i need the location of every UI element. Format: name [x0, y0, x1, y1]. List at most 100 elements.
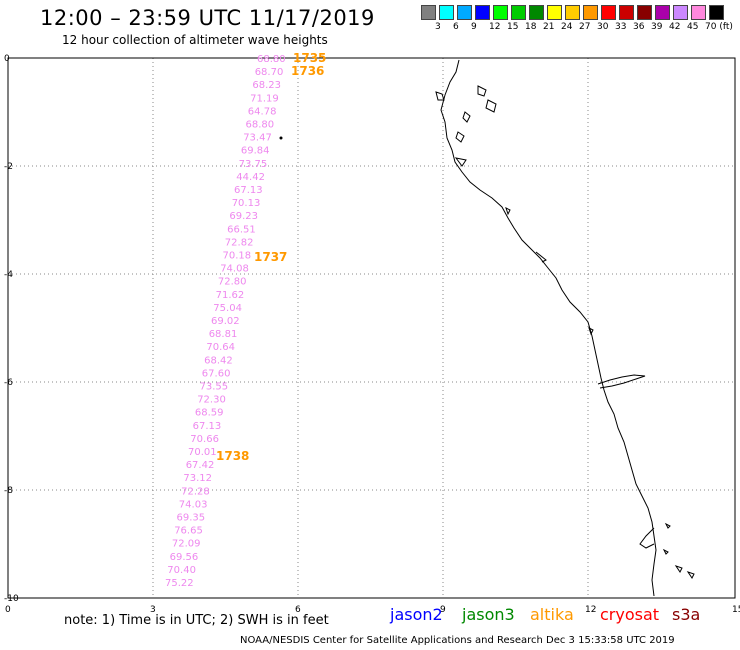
color-swatch — [493, 5, 508, 20]
color-scale-label: 27 — [579, 22, 591, 32]
y-tick-label: -10 — [4, 594, 19, 604]
wave-height-reading: 70.66 — [190, 434, 219, 445]
wave-height-reading: 68.70 — [255, 67, 284, 78]
satellite-legend-cryosat: cryosat — [600, 605, 660, 624]
island-south-4 — [686, 571, 695, 579]
wave-height-reading: 70.18 — [223, 251, 252, 262]
wave-height-reading: 68.23 — [252, 80, 281, 91]
map-subtitle: 12 hour collection of altimeter wave hei… — [62, 33, 328, 47]
color-scale-label: 33 — [615, 22, 627, 32]
color-scale-label: 21 — [543, 22, 555, 32]
color-scale-label: 15 — [507, 22, 519, 32]
color-scale-label: 18 — [525, 22, 537, 32]
wave-height-reading: 72.28 — [181, 486, 210, 497]
color-swatch — [565, 5, 580, 20]
color-swatch — [673, 5, 688, 20]
island-north-5 — [455, 131, 465, 143]
color-swatch — [511, 5, 526, 20]
wave-height-reading: 70.01 — [188, 447, 217, 458]
island-north-2 — [477, 85, 487, 97]
color-swatch — [655, 5, 670, 20]
color-swatch — [475, 5, 490, 20]
wave-height-reading: 73.75 — [239, 159, 268, 170]
color-scale-label: 45 — [687, 22, 699, 32]
wave-height-reading: 72.09 — [172, 539, 201, 550]
pass-time-label: 1738 — [216, 449, 249, 463]
wave-height-reading: 69.56 — [170, 552, 199, 563]
color-scale-label: 70 (ft) — [705, 22, 733, 32]
wave-height-reading: 69.23 — [229, 211, 258, 222]
wave-height-reading: 69.84 — [241, 146, 270, 157]
wave-height-reading: 74.03 — [179, 499, 208, 510]
wave-height-reading: 70.64 — [206, 342, 235, 353]
x-tick-label: 15 — [732, 605, 740, 615]
island-mid — [505, 207, 511, 216]
y-tick-label: -6 — [4, 378, 13, 388]
wave-height-reading: 72.82 — [225, 237, 254, 248]
map-grid — [8, 58, 735, 598]
x-tick-label: 0 — [5, 605, 11, 615]
color-scale-label: 36 — [633, 22, 645, 32]
color-scale-label: 3 — [435, 22, 441, 32]
wave-height-reading: 72.80 — [218, 277, 247, 288]
satellite-legend-s3a: s3a — [672, 605, 701, 624]
color-swatch — [691, 5, 706, 20]
map-frame — [7, 57, 736, 599]
color-swatch — [709, 5, 724, 20]
wave-height-reading: 74.08 — [220, 264, 249, 275]
wave-height-reading: 67.42 — [186, 460, 215, 471]
color-swatch — [619, 5, 634, 20]
wave-height-reading: 44.42 — [236, 172, 265, 183]
island-north-3 — [485, 99, 497, 113]
satellite-legend-jason3: jason3 — [462, 605, 515, 624]
color-scale-label: 42 — [669, 22, 681, 32]
wave-height-reading: 71.62 — [216, 290, 245, 301]
color-swatch — [637, 5, 652, 20]
wave-height-reading: 68.81 — [209, 329, 238, 340]
wave-height-reading: 73.55 — [200, 382, 229, 393]
color-scale-label: 24 — [561, 22, 573, 32]
color-scale-label: 39 — [651, 22, 663, 32]
color-scale-label: 9 — [471, 22, 477, 32]
coastline-main — [440, 59, 657, 597]
pass-time-label: 1737 — [254, 250, 287, 264]
y-tick-label: -2 — [4, 162, 13, 172]
pass-time-label: 1735 — [293, 51, 326, 65]
color-scale-label: 6 — [453, 22, 459, 32]
wave-height-reading: 68.80 — [246, 120, 275, 131]
color-scale-label: 12 — [489, 22, 501, 32]
coastline-south-inlet — [639, 527, 655, 549]
wave-height-reading: 75.04 — [213, 303, 242, 314]
wave-height-reading: 69.35 — [177, 513, 206, 524]
x-tick-label: 12 — [585, 605, 596, 615]
color-swatch — [601, 5, 616, 20]
satellite-legend-jason2: jason2 — [390, 605, 443, 624]
wave-height-reading: 66.51 — [227, 224, 256, 235]
wave-height-reading: 67.60 — [202, 368, 231, 379]
wave-height-reading: 76.65 — [174, 526, 203, 537]
wave-height-reading: 68.59 — [195, 408, 224, 419]
island-dot — [279, 136, 283, 140]
wave-height-reading: 73.12 — [183, 473, 212, 484]
island-south-1 — [664, 522, 671, 529]
wave-height-reading: 64.78 — [248, 106, 277, 117]
coastline — [435, 59, 695, 597]
x-tick-label: 9 — [440, 605, 446, 615]
island-north-6 — [454, 157, 467, 167]
wave-height-reading: 68.42 — [204, 355, 233, 366]
color-swatch — [457, 5, 472, 20]
wave-height-reading: 70.40 — [167, 565, 196, 576]
wave-height-reading: 67.13 — [193, 421, 222, 432]
color-swatch — [529, 5, 544, 20]
island-north-4 — [462, 111, 471, 123]
axis-ticks: 0 3 6 9 12 15 0 -2 -4 -6 -8 -10 — [4, 54, 740, 615]
footnote: note: 1) Time is in UTC; 2) SWH is in fe… — [64, 613, 329, 628]
island-east-1 — [588, 327, 594, 336]
island-south-3 — [674, 565, 683, 573]
x-tick-label: 3 — [150, 605, 156, 615]
y-tick-label: -8 — [4, 486, 13, 496]
wave-height-reading: 75.22 — [165, 578, 194, 589]
wave-height-readings: 68.80 68.70 68.23 71.19 64.78 68.80 73.47 69.84… — [165, 54, 286, 589]
island-south-2 — [662, 548, 669, 555]
